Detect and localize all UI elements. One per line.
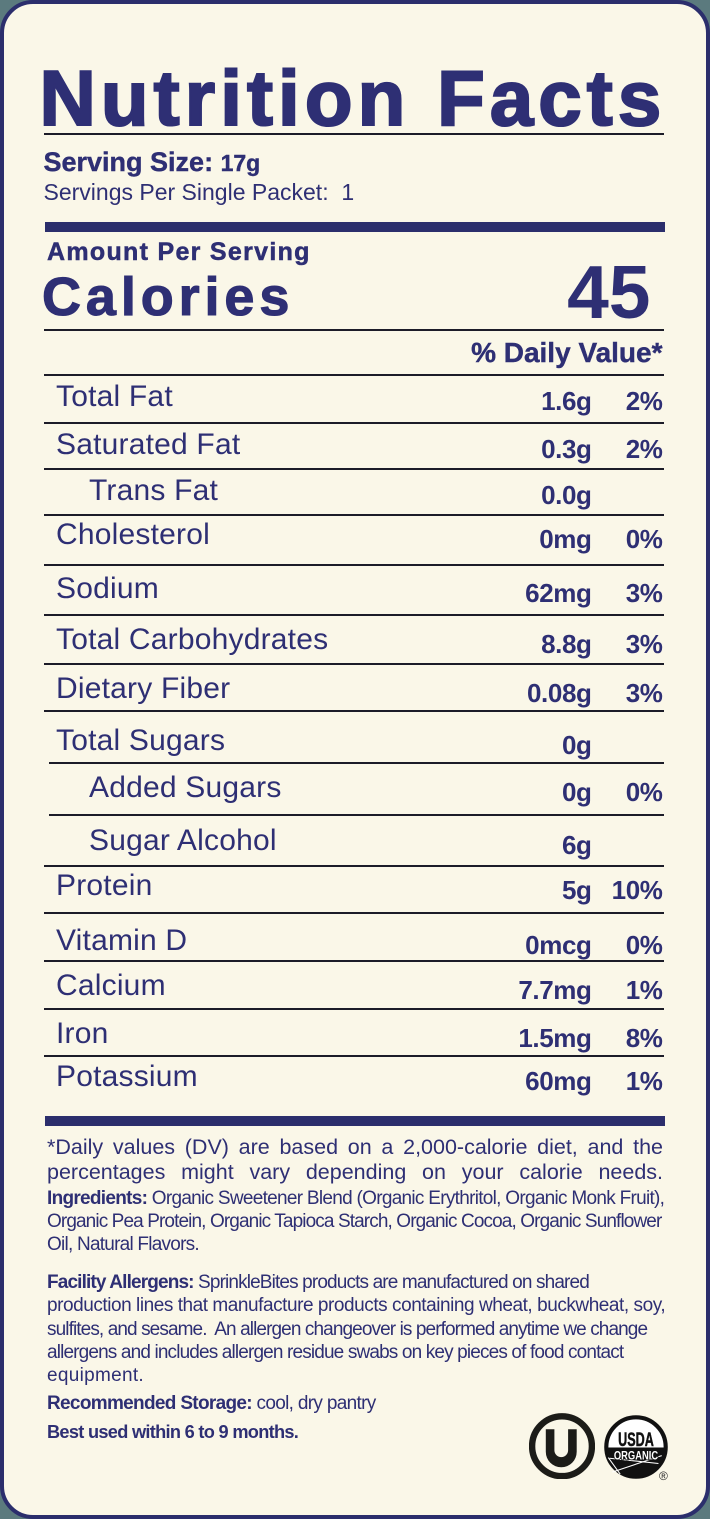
svg-text:USDA: USDA [618, 1429, 654, 1451]
svg-text:ORGANIC: ORGANIC [614, 1449, 659, 1463]
